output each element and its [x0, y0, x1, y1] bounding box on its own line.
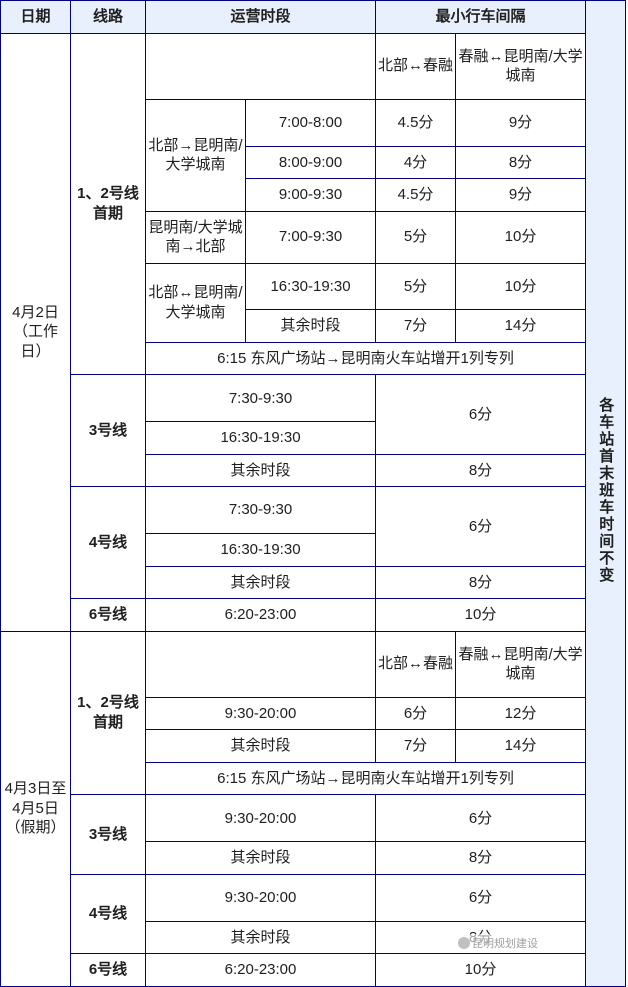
watermark: 昆明规划建设 [455, 934, 541, 952]
d1-r5dir: 北部↔昆明南/大学城南 [146, 263, 246, 342]
h-interval: 最小行车间隔 [376, 1, 586, 34]
d1-sub-b: 春融↔昆明南/大学城南 [456, 33, 586, 99]
d1-l12-name: 1、2号线首期 [71, 33, 146, 375]
h-period: 运营时段 [146, 1, 376, 34]
d1-sub-a: 北部↔春融 [376, 33, 456, 99]
d2-l6-name: 6号线 [71, 954, 146, 987]
d1-r4dir: 昆明南/大学城南→北部 [146, 211, 246, 263]
d2-l4-name: 4号线 [71, 874, 146, 953]
d1-r1dir: 北部→昆明南/大学城南 [146, 99, 246, 211]
d2-l12-name: 1、2号线首期 [71, 631, 146, 795]
d2-special: 6:15 东风广场站→昆明南火车站增开1列专列 [146, 762, 586, 795]
d2-date: 4月3日至4月5日（假期） [1, 631, 71, 986]
d1-l3-name: 3号线 [71, 375, 146, 487]
side-note: 各车站首末班车时间不变 [586, 1, 626, 987]
d1-l6-name: 6号线 [71, 599, 146, 632]
d2-l3-name: 3号线 [71, 795, 146, 874]
d1-l4-name: 4号线 [71, 487, 146, 599]
schedule-table: 日期 线路 运营时段 最小行车间隔 各车站首末班车时间不变 4月2日（工作日） … [0, 0, 626, 987]
d1-special: 6:15 东风广场站→昆明南火车站增开1列专列 [146, 342, 586, 375]
h-line: 线路 [71, 1, 146, 34]
h-date: 日期 [1, 1, 71, 34]
d1-date: 4月2日（工作日） [1, 33, 71, 631]
header-row: 日期 线路 运营时段 最小行车间隔 各车站首末班车时间不变 [1, 1, 626, 34]
